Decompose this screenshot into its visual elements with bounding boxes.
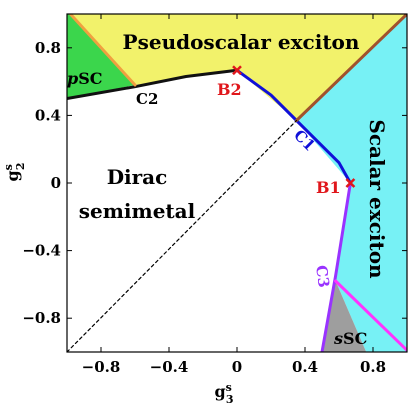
x-tick-label: 0.8 xyxy=(360,358,386,376)
marker-B1 xyxy=(345,178,356,188)
boundary-C1 xyxy=(235,68,352,185)
b1-label: B1 xyxy=(316,178,341,197)
y-tick-label: 0.8 xyxy=(35,39,61,57)
b2-label: B2 xyxy=(217,80,242,99)
boundaries-layer xyxy=(67,14,407,352)
points-layer xyxy=(232,65,356,188)
y-axis-label: gs2 xyxy=(2,162,27,181)
c3-label: C3 xyxy=(312,264,333,289)
dirac-label-line1: Dirac xyxy=(107,165,168,189)
boundary-sSC_edge xyxy=(334,279,407,352)
y-tick-label: −0.8 xyxy=(22,309,61,327)
boundary-dashed_diag xyxy=(67,119,298,352)
x-axis-label-sub: 3 xyxy=(226,393,234,406)
y-tick-label: 0 xyxy=(51,174,61,192)
scalar-exciton-label: Scalar exciton xyxy=(365,119,389,279)
marker-B2-stroke-b xyxy=(232,65,242,76)
x-axis-label-base: g xyxy=(214,382,225,401)
y-tick-label: −0.4 xyxy=(22,242,61,260)
boundary-C3 xyxy=(320,181,352,352)
psc-label-suffix: SC xyxy=(78,69,102,88)
ticks-layer: −0.8 −0.4 0 0.4 0.8 −0.8 −0.4 0 0.4 0.8 xyxy=(22,14,407,376)
psc-label-prefix: p xyxy=(67,69,78,88)
x-tick-label: 0.4 xyxy=(292,358,318,376)
x-tick-label: 0 xyxy=(232,358,242,376)
ssc-label-prefix: s xyxy=(333,329,343,348)
x-tick-label: −0.8 xyxy=(82,358,121,376)
x-tick-label: −0.4 xyxy=(150,358,189,376)
psc-label: pSC xyxy=(67,69,102,88)
boundary-pseudo_scalar_diag xyxy=(295,14,407,122)
boundary-pSC_edge xyxy=(68,14,137,87)
c2-label: C2 xyxy=(136,90,158,108)
boundary-C2 xyxy=(67,68,239,100)
y-tick-label: 0.4 xyxy=(35,106,61,124)
y-axis-label-base: g xyxy=(3,170,22,181)
x-axis-label-sup: s xyxy=(226,381,232,394)
ssc-label: sSC xyxy=(333,329,367,348)
dirac-label-line2: semimetal xyxy=(79,199,196,223)
y-axis-label-sup: s xyxy=(2,164,15,170)
region-pSC xyxy=(67,14,135,99)
x-axis-label: gs 3 xyxy=(214,381,233,406)
marker-B2 xyxy=(232,65,242,76)
pseudoscalar-exciton-label: Pseudoscalar exciton xyxy=(123,30,360,54)
y-axis-label-sub: 2 xyxy=(14,162,27,170)
marker-B1-stroke-b xyxy=(345,178,356,188)
region-sSC xyxy=(322,281,367,352)
ssc-label-suffix: SC xyxy=(343,329,367,348)
